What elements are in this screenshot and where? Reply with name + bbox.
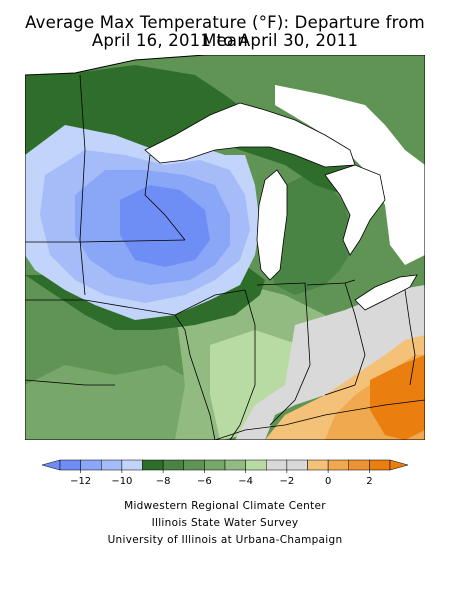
legend-bin xyxy=(142,459,164,471)
legend-tick-label: −6 xyxy=(197,476,212,487)
legend-low-arrow xyxy=(42,459,61,471)
legend-bin xyxy=(369,459,391,471)
legend-tick-label: −12 xyxy=(70,476,91,487)
legend-tick-label: −4 xyxy=(238,476,253,487)
legend-tick-label: −10 xyxy=(111,476,132,487)
lake-superior xyxy=(145,103,355,167)
region-gray-ohio xyxy=(235,285,425,440)
lake-huron xyxy=(325,165,385,255)
state-boundaries xyxy=(25,74,425,440)
legend-bin xyxy=(266,459,288,471)
coastlines xyxy=(144,102,418,311)
legend-bin xyxy=(327,459,349,471)
legend-bin xyxy=(162,459,184,471)
legend-high-arrow xyxy=(389,459,408,471)
map-date-range: April 16, 2011 to April 30, 2011 xyxy=(91,31,359,50)
legend-tick-label: 0 xyxy=(325,476,331,487)
lake-erie xyxy=(355,275,417,310)
legend-ticks: −12 −10 −8 −6 −4 −2 0 2 4 xyxy=(70,470,408,487)
legend-bin xyxy=(224,459,246,471)
region-green-michigan xyxy=(265,175,355,295)
legend-bins xyxy=(42,459,408,471)
legend-bin xyxy=(121,459,143,471)
legend-bin xyxy=(204,459,226,471)
legend-tick-label: 2 xyxy=(366,476,372,487)
legend-tick-label: 4 xyxy=(407,476,408,487)
legend-bin xyxy=(348,459,370,471)
legend-bin xyxy=(80,459,102,471)
legend-tick-label: −8 xyxy=(156,476,171,487)
lake-michigan xyxy=(257,170,287,280)
legend-bin xyxy=(183,459,205,471)
credit-mrcc: Midwestern Regional Climate Center xyxy=(124,500,326,512)
credit-isws: Illinois State Water Survey xyxy=(151,517,299,529)
map-title: Average Max Temperature (°F): Departure … xyxy=(25,13,425,50)
legend-bin xyxy=(307,459,329,471)
canada-ontario xyxy=(275,85,425,265)
legend-bin xyxy=(245,459,267,471)
legend-bin xyxy=(59,459,81,471)
map-frame xyxy=(25,55,425,440)
temperature-departure-map xyxy=(25,55,425,440)
color-legend: −12 −10 −8 −6 −4 −2 0 2 4 xyxy=(42,459,408,487)
legend-bin xyxy=(101,459,123,471)
legend-bin xyxy=(286,459,308,471)
region-blue-4 xyxy=(120,185,210,267)
credit-uiuc: University of Illinois at Urbana-Champai… xyxy=(107,534,343,546)
legend-tick-label: −2 xyxy=(280,476,295,487)
